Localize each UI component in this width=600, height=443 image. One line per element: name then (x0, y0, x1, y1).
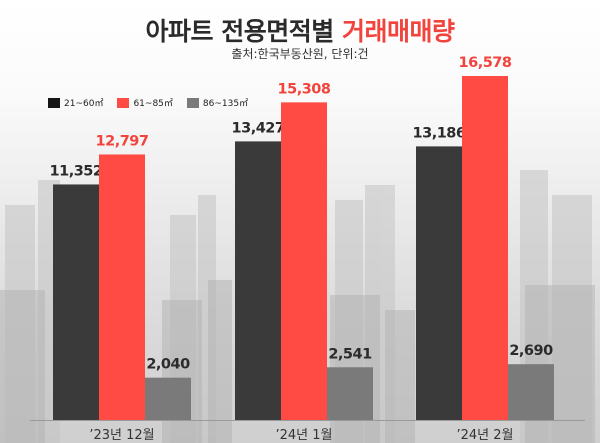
bar-1-0 (235, 141, 281, 420)
legend-item-86-135: 86~135㎡ (186, 96, 249, 109)
data-label-1-1: 15,308 (278, 81, 331, 97)
data-label-2-1: 16,578 (459, 55, 512, 71)
legend-swatch-21-60 (48, 97, 60, 108)
bar-2-2 (508, 364, 554, 420)
chart-subtitle: 출처:한국부동산원, 단위:건 (231, 47, 369, 61)
chart-title-accent: 거래매매량 (341, 17, 455, 46)
data-label-2-2: 2,690 (509, 343, 553, 359)
bar-2-1 (462, 76, 508, 420)
legend-label-21-60: 21~60㎡ (64, 99, 104, 109)
legend-swatch-86-135 (186, 97, 199, 108)
data-label-1-0: 13,427 (232, 120, 285, 136)
bar-1-1 (281, 102, 327, 420)
data-label-0-2: 2,040 (146, 357, 190, 373)
bar-2-0 (416, 146, 462, 420)
chart-title: 아파트 전용면적별 거래매매량 (0, 12, 600, 48)
legend: 21~60㎡ 61~85㎡ 86~135㎡ (48, 96, 248, 109)
bar-0-2 (145, 377, 191, 420)
data-label-0-1: 12,797 (96, 133, 149, 149)
chart-title-main: 아파트 전용면적별 (145, 17, 335, 46)
data-label-1-2: 2,541 (328, 346, 372, 362)
data-label-2-0: 13,186 (413, 125, 466, 141)
bar-0-1 (99, 154, 145, 420)
legend-label-61-85: 61~85㎡ (133, 99, 173, 109)
legend-label-86-135: 86~135㎡ (202, 99, 249, 109)
bar-0-0 (53, 184, 99, 420)
legend-swatch-61-85 (117, 97, 130, 108)
legend-item-61-85: 61~85㎡ (117, 96, 173, 109)
data-label-0-0: 11,352 (50, 163, 103, 179)
bar-1-2 (327, 367, 373, 420)
x-tick-label-1: ’24년 1월 (276, 428, 333, 443)
legend-item-21-60: 21~60㎡ (48, 96, 103, 109)
x-tick-label-0: ’23년 12월 (89, 428, 154, 443)
x-tick-label-2: ’24년 2월 (457, 428, 514, 443)
